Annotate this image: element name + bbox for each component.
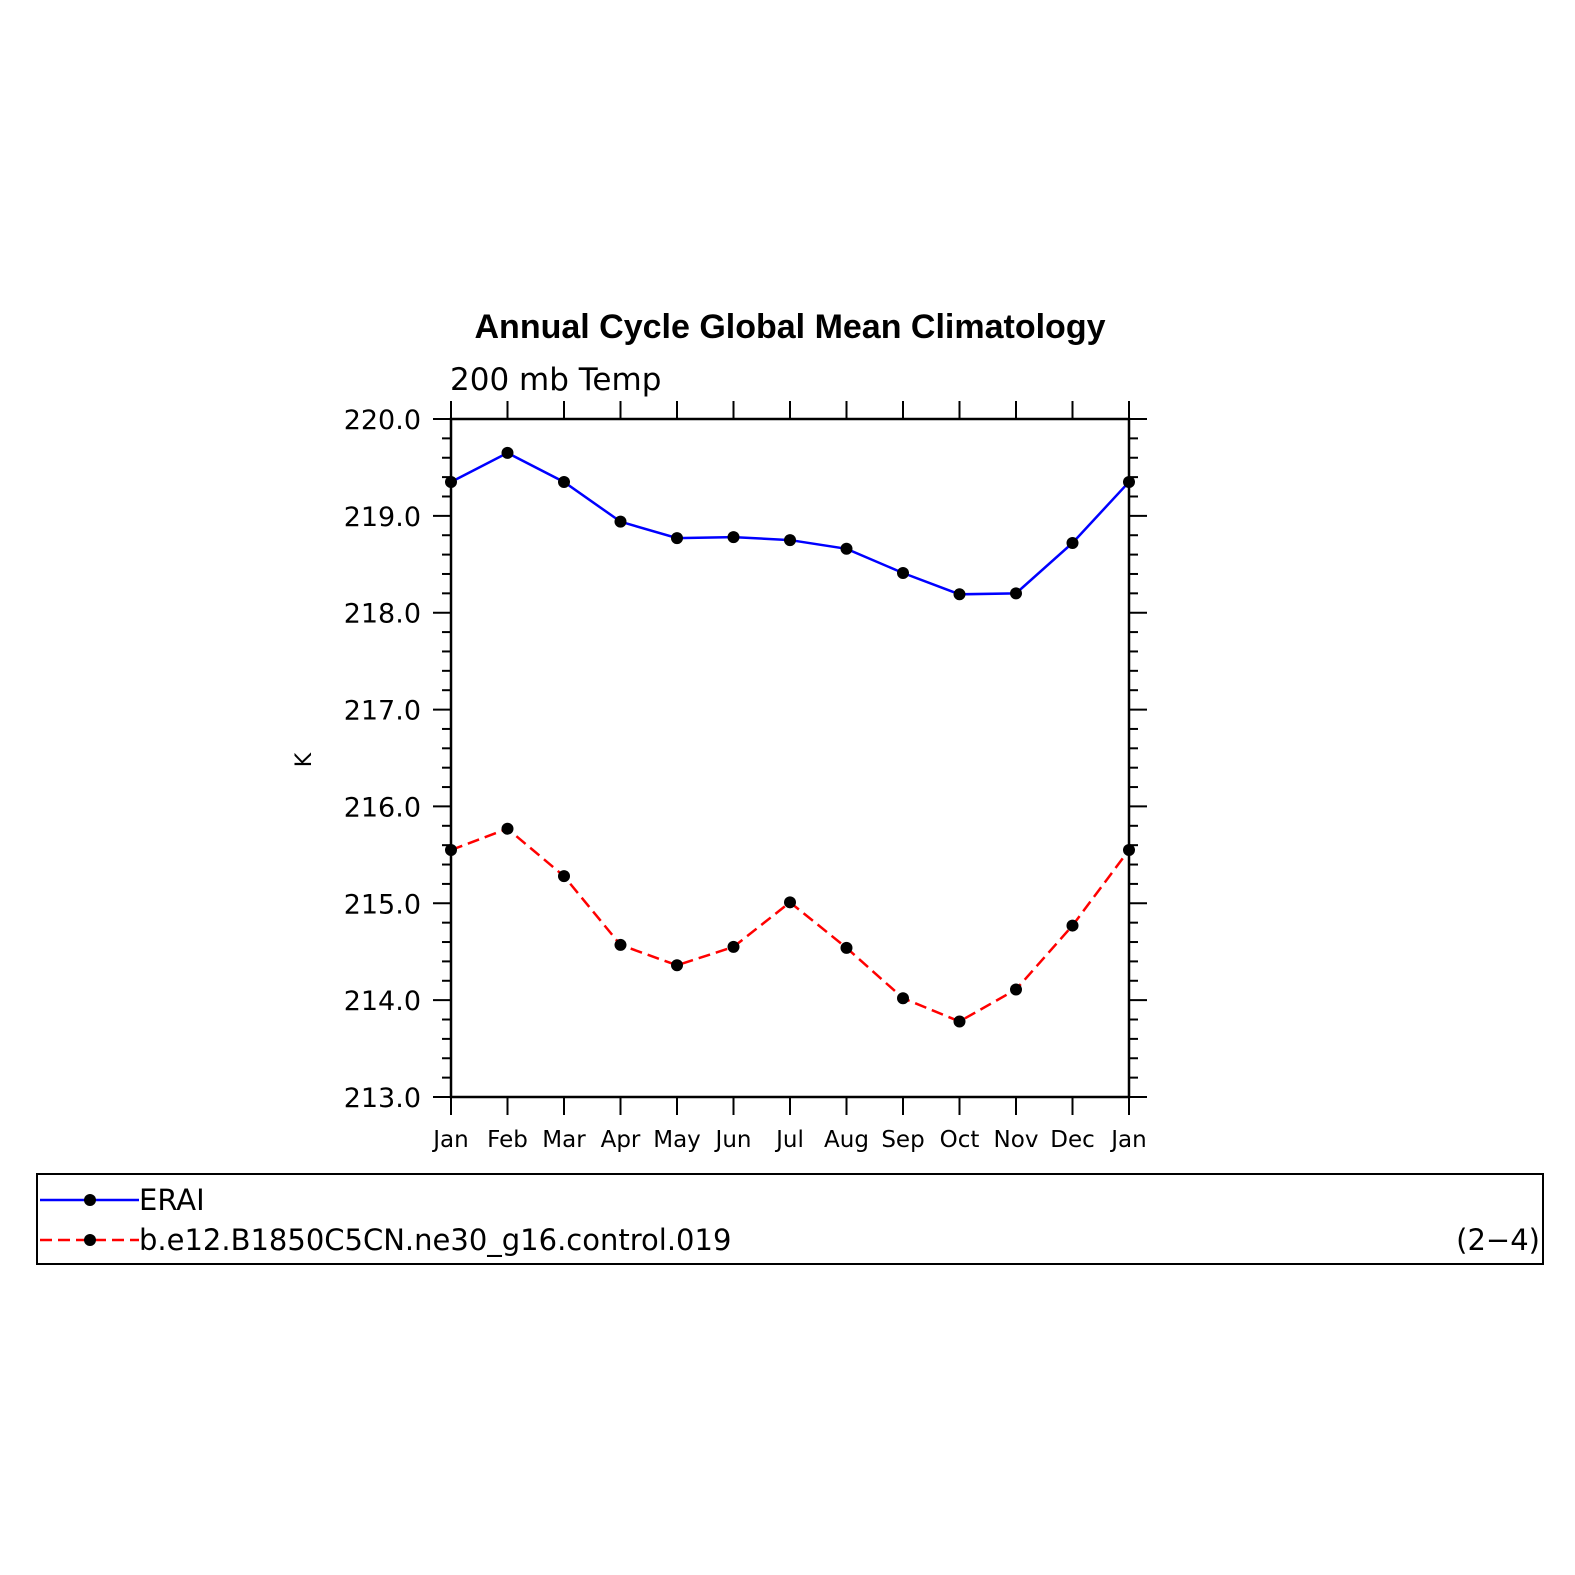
series-line-1 bbox=[450, 827, 1131, 1023]
y-tick-label: 214.0 bbox=[344, 986, 421, 1017]
y-tick-label: 218.0 bbox=[344, 599, 421, 630]
y-tick-label: 220.0 bbox=[344, 405, 421, 436]
plot-frame bbox=[449, 417, 1131, 1099]
y-tick-label: 216.0 bbox=[344, 792, 421, 823]
series-1-point bbox=[784, 896, 796, 909]
series-1-point bbox=[558, 870, 570, 883]
x-tick-label: Nov bbox=[994, 1127, 1039, 1153]
x-tick-label: Aug bbox=[824, 1127, 869, 1153]
series-1-point bbox=[445, 844, 457, 857]
series-line-0 bbox=[450, 451, 1130, 596]
series-1-point bbox=[1010, 983, 1022, 996]
series-0-point bbox=[1010, 587, 1022, 600]
series-1-point bbox=[897, 992, 909, 1005]
x-tick-label: Jan bbox=[1109, 1127, 1146, 1153]
series-1-point bbox=[1066, 919, 1079, 932]
x-tick-label: Feb bbox=[487, 1127, 528, 1153]
legend-marker-model bbox=[84, 1234, 96, 1246]
axes: 213.0 214.0 215.0 216.0 217.0 218.0 219.0 220.0… bbox=[344, 401, 1147, 1153]
x-tick-label: Oct bbox=[940, 1127, 980, 1153]
series-0-point bbox=[897, 567, 909, 580]
series-1-point bbox=[501, 822, 514, 835]
series-0-point bbox=[727, 531, 740, 544]
x-tick-label: Sep bbox=[881, 1127, 924, 1153]
chart-title: Annual Cycle Global Mean Climatology bbox=[475, 308, 1106, 346]
x-tick-label: Jan bbox=[431, 1127, 468, 1153]
series-1-point bbox=[614, 938, 627, 951]
series-0-point bbox=[784, 534, 796, 547]
x-tick-label: Dec bbox=[1050, 1127, 1095, 1153]
series-0-point bbox=[614, 515, 627, 528]
legend: ERAI b.e12.B1850C5CN.ne30_g16.control.01… bbox=[36, 1173, 1544, 1265]
series-0-point bbox=[1066, 536, 1079, 549]
x-tick-label: Jul bbox=[774, 1127, 804, 1153]
legend-box bbox=[36, 1173, 1544, 1265]
series-1-point bbox=[953, 1015, 966, 1028]
series-0-point bbox=[501, 446, 514, 459]
y-tick-label: 215.0 bbox=[344, 889, 421, 920]
series-0-point bbox=[558, 475, 570, 488]
y-tick-label: 213.0 bbox=[344, 1083, 421, 1114]
x-tick-label: Apr bbox=[601, 1127, 641, 1153]
series-0-point bbox=[953, 588, 966, 601]
panel-label: (2−4) bbox=[1456, 1223, 1540, 1257]
series-1-point bbox=[727, 940, 740, 953]
series-1-point bbox=[671, 959, 683, 972]
y-axis-label: K bbox=[292, 752, 317, 767]
y-tick-label: 217.0 bbox=[344, 696, 421, 727]
x-tick-label: Jun bbox=[714, 1127, 752, 1153]
series-0-point bbox=[671, 532, 683, 545]
series-1-point bbox=[840, 941, 853, 954]
series-0-point bbox=[1123, 475, 1135, 488]
series-1-point bbox=[1123, 844, 1135, 857]
y-tick-label: 219.0 bbox=[344, 502, 421, 533]
legend-marker-erai bbox=[84, 1194, 96, 1206]
series-0-point bbox=[840, 542, 853, 555]
series-layer bbox=[445, 446, 1135, 1028]
x-tick-label: Mar bbox=[542, 1127, 586, 1153]
series-0-point bbox=[445, 475, 457, 488]
legend-label-erai: ERAI bbox=[139, 1183, 205, 1217]
x-tick-label: May bbox=[653, 1127, 701, 1153]
chart-subtitle: 200 mb Temp bbox=[450, 362, 661, 398]
legend-label-model: b.e12.B1850C5CN.ne30_g16.control.019 bbox=[139, 1223, 731, 1257]
